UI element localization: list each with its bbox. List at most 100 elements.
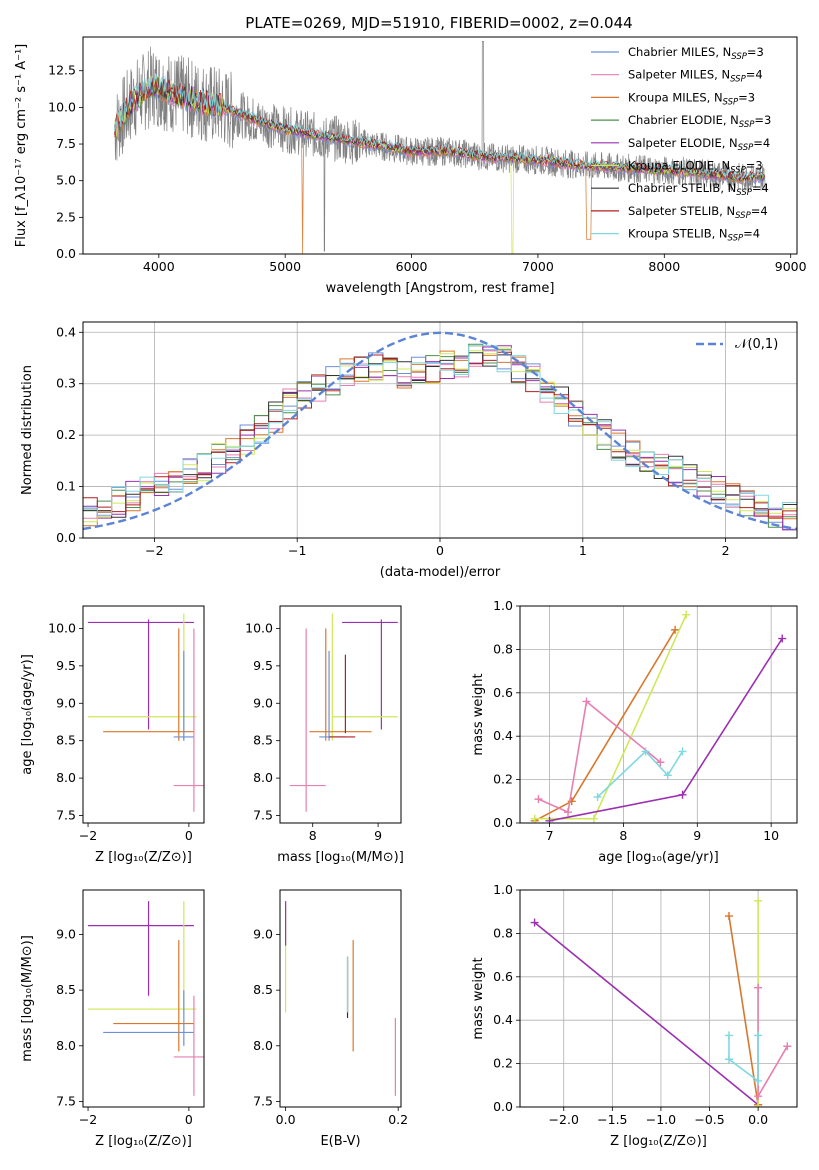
x-axis-label: Z [log₁₀(Z/Z⊙)] (95, 1134, 192, 1149)
x-tick-label: 10 (763, 828, 779, 843)
plot-area (88, 613, 204, 812)
axes-frame (519, 889, 798, 1108)
series-line (728, 1035, 759, 1083)
y-tick-label: 0.0 (493, 815, 513, 830)
legend-label: Kroupa MILES, NSSP=3 (628, 90, 755, 107)
legend-label: Salpeter MILES, NSSP=4 (628, 68, 763, 85)
legend-value: =4 (751, 204, 768, 218)
y-tick-label: 8.5 (56, 733, 76, 748)
point-marker (754, 1031, 763, 1040)
y-tick-label: 9.5 (56, 658, 76, 673)
x-axis-label: Z [log₁₀(Z/Z⊙)] (610, 1134, 707, 1149)
legend-subscript: SSP (730, 166, 746, 176)
point-marker (656, 758, 665, 767)
y-tick-label: 7.5 (253, 808, 273, 823)
y-tick-label: 0.8 (493, 641, 513, 656)
legend-label: Chabrier STELIB, NSSP=4 (628, 181, 769, 198)
x-tick-label: 0 (436, 543, 444, 558)
y-tick-label: 0.2 (56, 427, 76, 442)
series-line (549, 638, 783, 822)
legend-subscript: SSP (736, 188, 752, 198)
axes-frame (279, 889, 402, 1108)
axes-frame (82, 889, 205, 1108)
point-marker (641, 747, 650, 756)
x-axis-label: E(B-V) (320, 1134, 360, 1149)
point-marker (724, 1055, 733, 1064)
point-marker (530, 918, 539, 927)
y-axis-label: mass weight (471, 957, 486, 1039)
point-marker (593, 792, 602, 801)
panel-mass-vs-Z: −2 0 7.5 8.0 8.5 9.0 Z [log₁₀(Z/Z⊙)] mass [log₁… (20, 889, 205, 1149)
plot-area (530, 610, 787, 823)
x-tick-label: −1.5 (597, 1112, 627, 1127)
x-tick-label: 9000 (775, 259, 807, 274)
point-marker (724, 1031, 733, 1040)
series-line (534, 614, 687, 820)
y-tick-label: 1.0 (493, 598, 513, 613)
x-tick-label: 0.2 (388, 1112, 408, 1127)
y-tick-label: 7.5 (56, 808, 76, 823)
x-axis-label: (data-model)/error (380, 565, 501, 580)
legend-label: 𝒩(0,1) (735, 337, 778, 352)
panel-mass-vs-EBV: 0.0 0.2 7.5 8.0 8.5 9.0 E(B-V) (253, 889, 408, 1149)
y-tick-label: 8.5 (56, 982, 76, 997)
plot-area (88, 901, 204, 1096)
plot-area (289, 613, 398, 812)
plot-area (530, 896, 792, 1107)
x-tick-label: −1.0 (646, 1112, 676, 1127)
y-axis-label: Flux [f_λ10⁻¹⁷ erg cm⁻² s⁻¹ A⁻¹] (14, 44, 29, 248)
y-tick-label: 7.5 (56, 1093, 76, 1108)
x-tick-label: −0.5 (694, 1112, 724, 1127)
panel-spectrum: 4000 5000 6000 7000 8000 9000 0.0 2.5 5.0 7.5 10.0… (14, 36, 807, 296)
y-axis-label: mass weight (471, 673, 486, 755)
y-tick-label: 2.5 (56, 209, 76, 224)
y-tick-label: 0.4 (493, 728, 513, 743)
point-marker (589, 814, 598, 823)
point-marker (545, 816, 554, 823)
y-tick-label: 7.5 (253, 1093, 273, 1108)
legend-subscript: SSP (730, 75, 746, 85)
x-tick-label: −2.0 (549, 1112, 579, 1127)
legend-value: =3 (747, 45, 764, 59)
axes-frame (82, 605, 205, 824)
x-tick-label: 6000 (396, 259, 428, 274)
x-tick-label: 9 (374, 828, 382, 843)
y-tick-label: 0.4 (56, 324, 76, 339)
x-tick-label: −2 (145, 543, 163, 558)
y-tick-label: 0.3 (56, 376, 76, 391)
y-axis-label: age [log₁₀(age/yr)] (20, 654, 35, 775)
point-marker (682, 610, 691, 619)
figure-title: PLATE=0269, MJD=51910, FIBERID=0002, z=0… (245, 14, 632, 32)
y-tick-label: 7.5 (56, 136, 76, 151)
y-tick-label: 0.0 (56, 246, 76, 261)
x-axis-label: age [log₁₀(age/yr)] (598, 850, 719, 865)
y-tick-label: 0.6 (493, 969, 513, 984)
x-tick-label: 7000 (522, 259, 554, 274)
legend-subscript: SSP (731, 52, 747, 62)
legend-subscript: SSP (739, 120, 755, 130)
y-axis-label: Normed distribution (20, 365, 35, 495)
y-axis-label: mass [log₁₀(M/M⊙)] (20, 935, 35, 1062)
legend-value: =4 (743, 227, 760, 241)
y-tick-label: 8.5 (253, 733, 273, 748)
y-tick-label: 8.0 (56, 1038, 76, 1053)
series-line (757, 987, 788, 1100)
x-tick-label: 4000 (143, 259, 175, 274)
x-tick-label: 7 (546, 828, 554, 843)
y-tick-label: 0.2 (493, 772, 513, 787)
axes-frame (279, 605, 402, 824)
y-tick-label: 10.0 (48, 620, 76, 635)
y-tick-label: 8.0 (253, 770, 273, 785)
y-tick-label: 10.0 (245, 620, 273, 635)
y-tick-label: 0.0 (493, 1099, 513, 1114)
panel-residuals: −2 −1 0 1 2 0.0 0.1 0.2 0.3 0.4 (data-model)/error… (20, 321, 798, 580)
hist-step-kroupa_stelib (83, 345, 797, 516)
point-marker (534, 795, 543, 804)
y-tick-label: 8.0 (56, 770, 76, 785)
y-tick-label: 9.5 (253, 658, 273, 673)
legend-label: Chabrier MILES, NSSP=3 (628, 45, 764, 62)
y-tick-label: 9.0 (56, 927, 76, 942)
panel-mass-weight-vs-Z: −2.0 −1.5 −1.0 −0.5 0.0 0.0 0.2 0.4 0.6 0.8 1.0 Z [… (471, 882, 798, 1149)
y-tick-label: 0.6 (493, 685, 513, 700)
legend-subscript: SSP (738, 143, 754, 153)
